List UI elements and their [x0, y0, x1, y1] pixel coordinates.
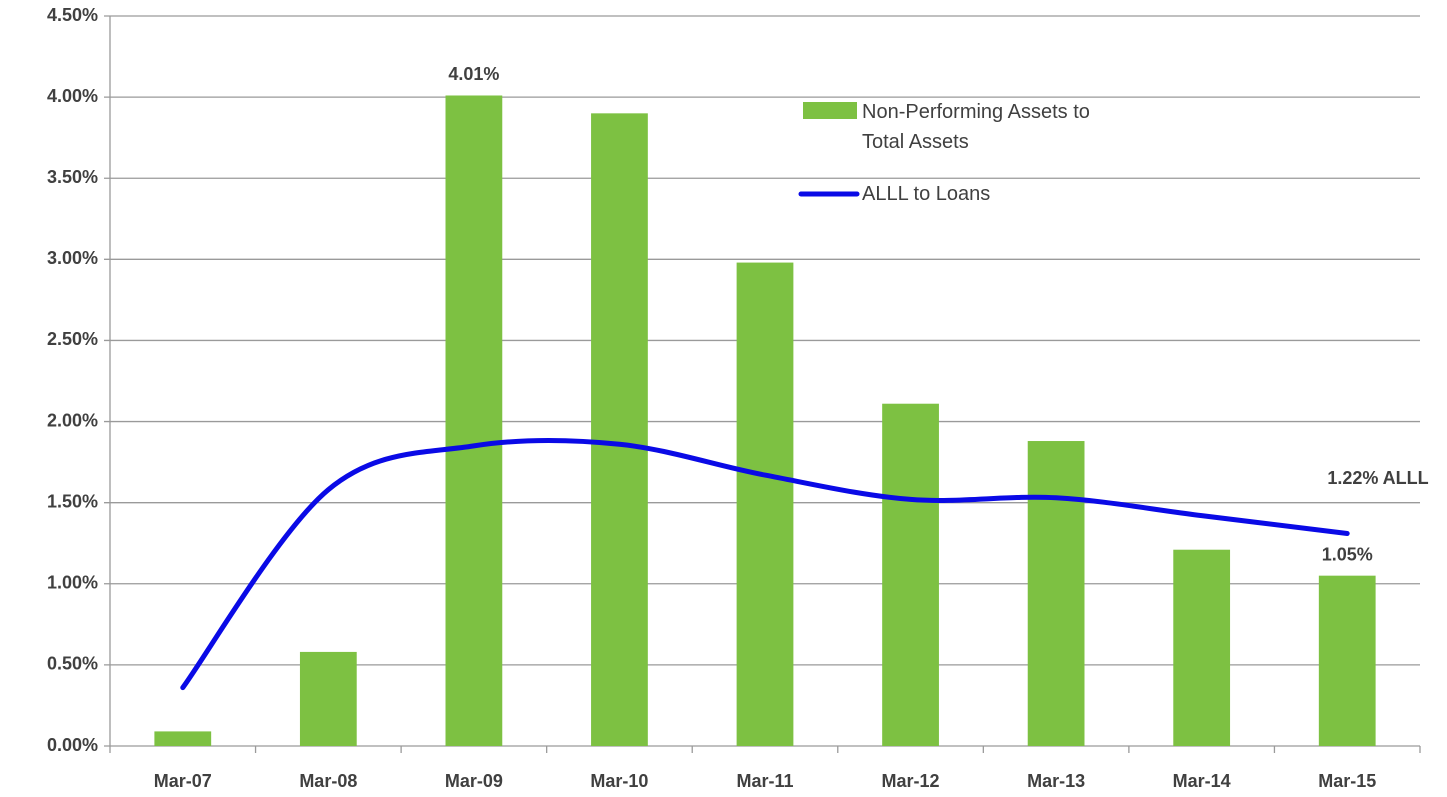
y-tick-label: 4.50% [47, 5, 98, 25]
bar [299, 651, 357, 746]
x-tick-label: Mar-14 [1173, 771, 1231, 791]
x-tick-label: Mar-10 [590, 771, 648, 791]
bar [1318, 575, 1376, 746]
legend-label: ALLL to Loans [862, 183, 991, 205]
bar [1173, 549, 1231, 746]
bar [591, 113, 648, 747]
y-tick-label: 2.50% [47, 329, 98, 349]
data-label: 1.05% [1322, 544, 1373, 564]
data-label: 4.01% [448, 64, 499, 84]
annotation: 1.22% ALLL [1327, 468, 1428, 488]
x-tick-label: Mar-11 [736, 771, 793, 791]
x-tick-label: Mar-07 [154, 771, 212, 791]
bar [445, 95, 503, 746]
x-tick-label: Mar-15 [1318, 771, 1376, 791]
y-tick-label: 2.00% [47, 410, 98, 430]
y-tick-label: 4.00% [47, 86, 98, 106]
x-tick-label: Mar-08 [299, 771, 357, 791]
y-tick-label: 1.00% [47, 573, 98, 593]
y-tick-label: 3.50% [47, 167, 98, 187]
x-tick-label: Mar-12 [882, 771, 940, 791]
bar [882, 403, 939, 746]
bar [1027, 441, 1085, 746]
legend-label: Non-Performing Assets to Total Assets [862, 101, 1090, 153]
y-tick-label: 1.50% [47, 491, 98, 511]
bar [736, 262, 794, 746]
line [180, 437, 1350, 691]
x-tick-label: Mar-13 [1027, 771, 1085, 791]
x-tick-label: Mar-09 [445, 771, 503, 791]
bar [154, 731, 212, 746]
y-tick-label: 0.00% [47, 735, 98, 755]
legend-swatch [803, 102, 857, 119]
y-tick-label: 3.00% [47, 248, 98, 268]
y-tick-label: 0.50% [47, 654, 98, 674]
